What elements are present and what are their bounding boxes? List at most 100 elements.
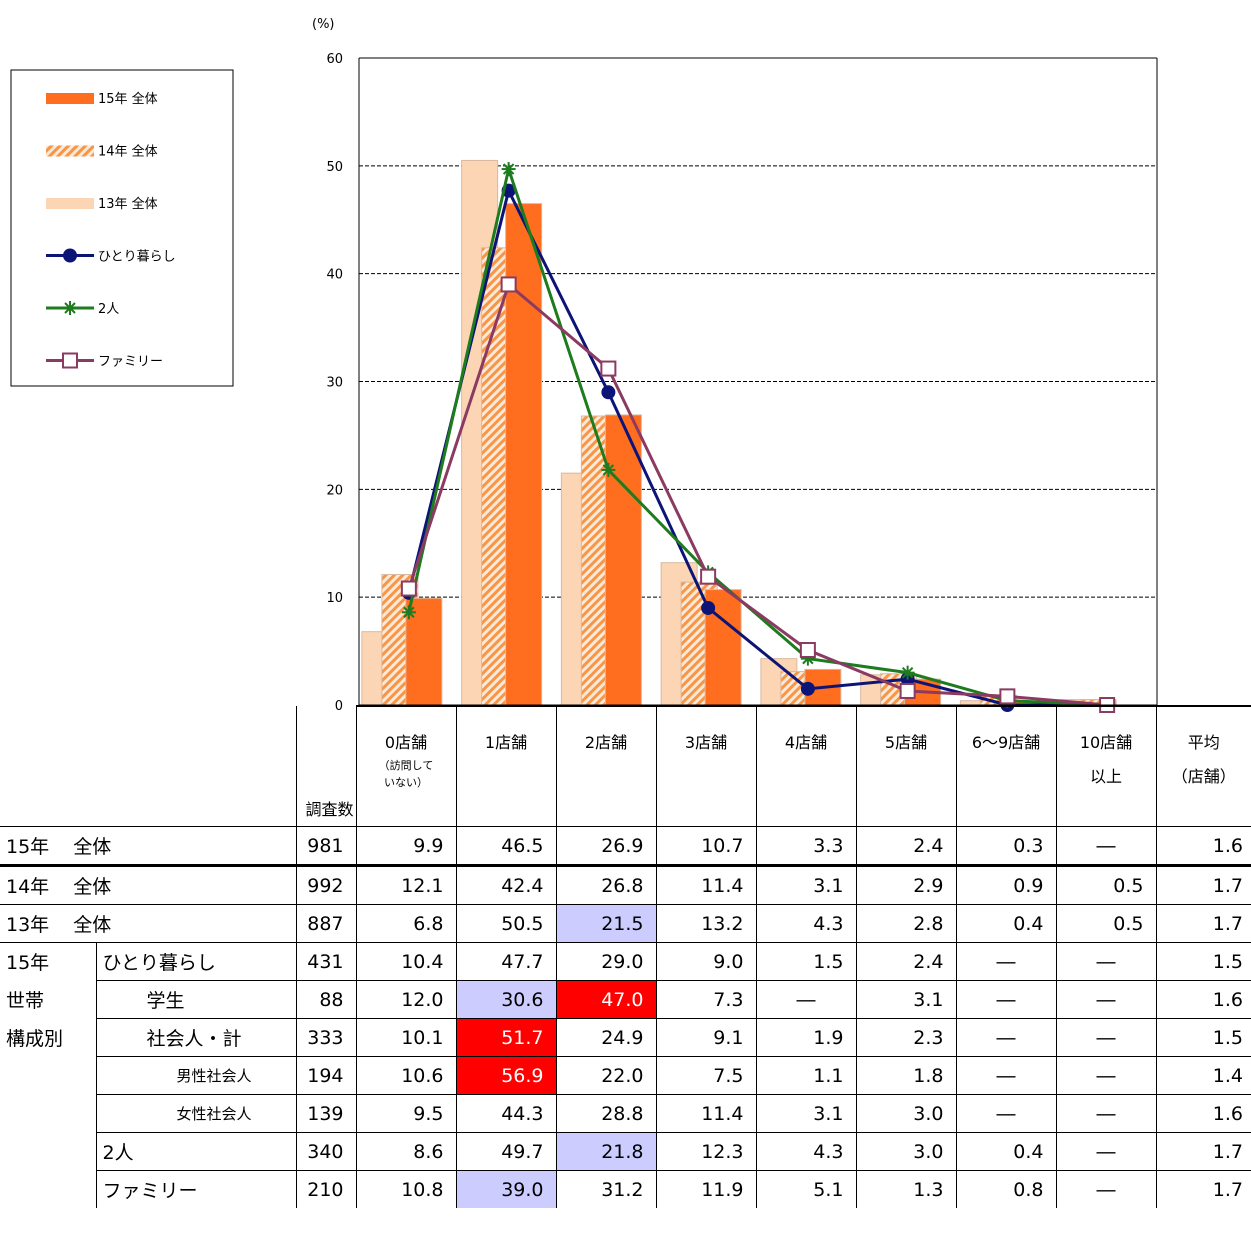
count-cell: 887 (295, 904, 356, 943)
row-label: 13年 全体 (0, 904, 296, 943)
column-header-label: 2店舗 (584, 733, 628, 752)
value-cell: 10.8 (355, 1170, 456, 1208)
value-cell: 2.8 (855, 904, 956, 943)
value-cell: ― (955, 942, 1056, 981)
value-cell: ― (1055, 1056, 1156, 1095)
row-label-year: 13年 (6, 914, 50, 936)
value-cell: 3.1 (755, 864, 856, 905)
value-cell: 1.7 (1155, 864, 1251, 905)
bars (361, 159, 1117, 706)
value-cell: 12.0 (355, 980, 456, 1019)
row-group-label (0, 1133, 96, 1171)
column-header: 2店舗 (555, 705, 656, 827)
value-cell: ― (755, 980, 856, 1019)
line-point (900, 665, 915, 680)
value-cell: 44.3 (455, 1094, 556, 1133)
row-label: 14年 全体 (0, 864, 296, 905)
column-header: 4店舗 (755, 705, 856, 827)
value-cell: 1.1 (755, 1056, 856, 1095)
value-cell: 7.5 (655, 1056, 756, 1095)
count-cell: 992 (295, 864, 356, 905)
value-cell: 3.0 (855, 1094, 956, 1133)
column-header: 5店舗 (855, 705, 956, 827)
line-point (601, 385, 616, 400)
line-point (899, 682, 916, 699)
value-cell: 3.0 (855, 1132, 956, 1171)
line-point (700, 568, 717, 585)
table-row: 女性社会人 139 9.5 44.3 28.8 11.4 3.1 3.0 ― ― 1.6 (0, 1094, 1251, 1133)
legend-label: 13年 全体 (98, 196, 158, 212)
value-cell: ― (955, 980, 1056, 1019)
column-header-label: 平均 (1187, 733, 1220, 752)
column-header-label: 0店舗 (384, 733, 428, 752)
row-label-group: 全体 (73, 876, 112, 898)
column-header: 0店舗 （訪問して いない） (355, 705, 456, 827)
value-cell: 8.6 (355, 1132, 456, 1171)
star-stroke (64, 302, 76, 314)
value-cell: 9.5 (355, 1094, 456, 1133)
column-header-label: 5店舗 (884, 733, 928, 752)
value-cell: 0.5 (1055, 864, 1156, 905)
value-cell: ― (955, 1018, 1056, 1057)
value-cell: 1.5 (1155, 1018, 1251, 1057)
line-point (501, 162, 516, 177)
value-cell: 42.4 (455, 864, 556, 905)
value-cell: 50.5 (455, 904, 556, 943)
series-line (407, 281, 1108, 707)
y-tick-label: 30 (326, 376, 343, 391)
table-row: 13年 全体 887 6.8 50.5 21.5 13.2 4.3 2.8 0.4 0.5 1.7 (0, 904, 1251, 943)
value-cell: 1.6 (1155, 980, 1251, 1019)
star-stroke (901, 666, 914, 679)
row-label-year: 15年 (6, 836, 50, 858)
value-cell: 1.7 (1155, 904, 1251, 943)
value-cell: 7.3 (655, 980, 756, 1019)
value-cell: 30.6 (455, 980, 556, 1019)
table-row: 男性社会人 194 10.6 56.9 22.0 7.5 1.1 1.8 ― ― 1.4 (0, 1056, 1251, 1095)
column-header-note: （訪問して (378, 759, 434, 772)
legend-swatch (46, 93, 94, 104)
value-cell: 4.3 (755, 1132, 856, 1171)
column-header: 10店舗 以上 (1055, 705, 1156, 827)
count-cell: 88 (295, 980, 356, 1019)
column-header-label: 1店舗 (484, 733, 528, 752)
legend-label: 2人 (98, 302, 119, 317)
value-cell: ― (1055, 980, 1156, 1019)
value-cell: 21.8 (555, 1132, 656, 1171)
value-cell: 0.8 (955, 1170, 1056, 1208)
value-cell: 0.4 (955, 904, 1056, 943)
value-cell: 3.1 (855, 980, 956, 1019)
value-cell: ― (1055, 1094, 1156, 1133)
line-point (701, 600, 716, 615)
lines (400, 162, 1116, 713)
row-label: ひとり暮らし (95, 942, 296, 981)
y-tick-label: 40 (326, 268, 343, 283)
row-group-label (0, 1057, 96, 1095)
value-cell: 56.9 (455, 1056, 556, 1095)
column-header-label: 10店舗 (1079, 733, 1133, 752)
value-cell: 2.9 (855, 864, 956, 905)
row-label-group: 全体 (73, 914, 112, 936)
count-cell: 210 (295, 1170, 356, 1208)
row-group-label: 15年 (0, 942, 96, 981)
value-cell: 1.7 (1155, 1132, 1251, 1171)
row-group-label: 世帯 (6, 990, 45, 1012)
row-label: ファミリー (95, 1170, 296, 1208)
count-cell: 981 (295, 826, 356, 866)
value-cell: 9.9 (355, 826, 456, 866)
column-header-label2: （店舗） (1171, 767, 1236, 786)
table-row: 14年 全体 992 12.1 42.4 26.8 11.4 3.1 2.9 0.9 0.5 1.7 (0, 864, 1251, 905)
legend-label: 15年 全体 (98, 91, 158, 107)
line-point (401, 605, 416, 620)
y-tick-label: 50 (326, 160, 343, 175)
row-group-label (0, 1095, 96, 1133)
table-header-row: 調査数 0店舗 （訪問して いない） 1店舗 2店舗 3店舗 4店舗 5店舗 6〜9店舗 10店舗以… (0, 705, 1251, 827)
legend-label: 14年 全体 (98, 144, 158, 160)
value-cell: 0.9 (955, 864, 1056, 905)
legend-frame (10, 69, 234, 387)
y-unit-label: (%) (312, 17, 335, 32)
value-cell: ― (1055, 826, 1156, 866)
line-point (601, 462, 616, 477)
row-label: 女性社会人 (95, 1094, 296, 1133)
row-label: 学生 (95, 980, 296, 1019)
